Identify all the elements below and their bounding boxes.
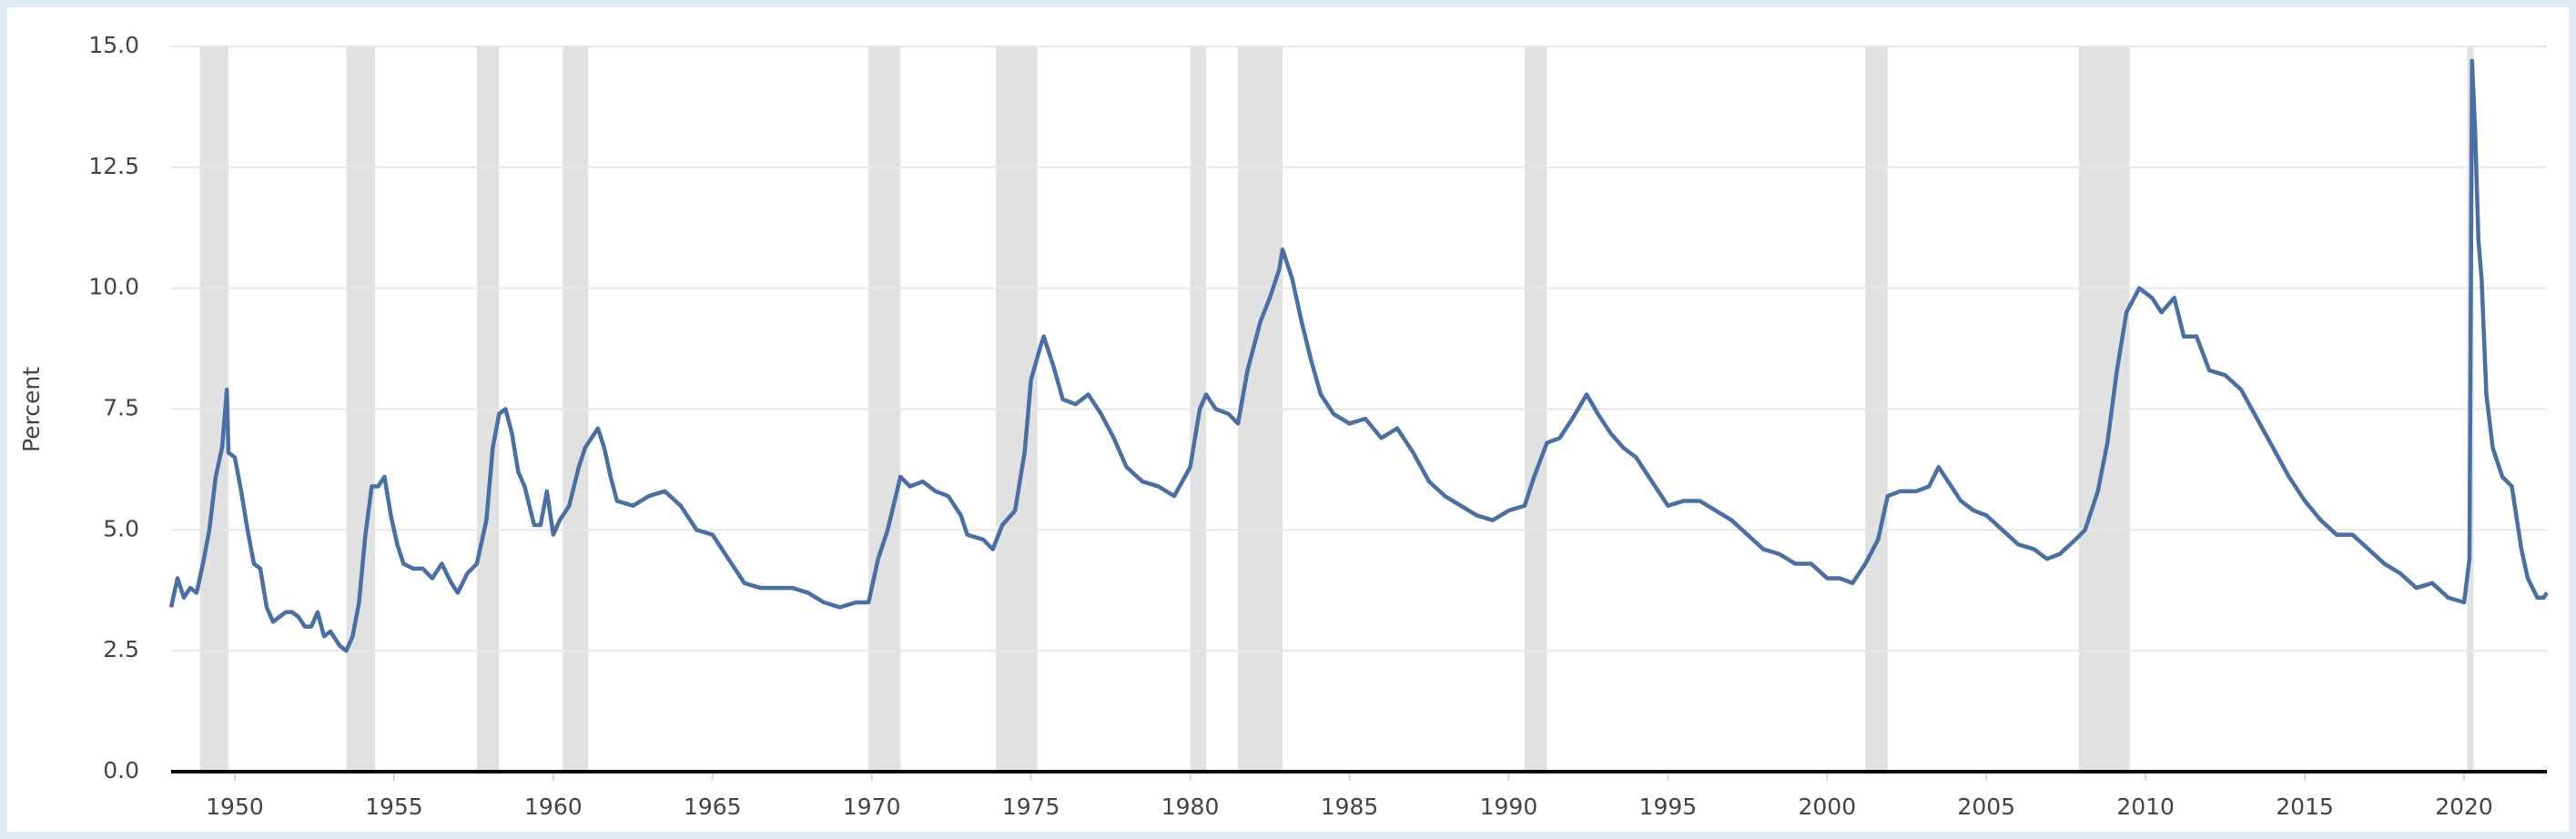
x-tick-label: 1975	[1002, 794, 1060, 820]
y-tick-label: 15.0	[88, 32, 139, 58]
x-tick-label: 1970	[843, 794, 901, 820]
x-tick-label: 2020	[2435, 794, 2493, 820]
x-tick-label: 1950	[206, 794, 264, 820]
x-tick-label: 1995	[1639, 794, 1698, 820]
x-tick-label: 1985	[1321, 794, 1379, 820]
y-tick-label: 5.0	[103, 515, 139, 541]
data-line	[168, 58, 2549, 653]
y-axis-label: Percent	[18, 367, 45, 452]
x-tick-label: 1955	[365, 794, 423, 820]
y-tick-label: 7.5	[103, 395, 139, 421]
y-tick-label: 12.5	[88, 153, 139, 179]
x-tick-label: 2010	[2116, 794, 2175, 820]
x-tick-label: 1960	[524, 794, 583, 820]
x-tick-label: 1965	[684, 794, 742, 820]
x-tick-label: 2005	[1957, 794, 2015, 820]
x-tick-label: 1990	[1480, 794, 1538, 820]
x-tick-label: 2015	[2276, 794, 2334, 820]
y-tick-label: 2.5	[103, 636, 139, 662]
x-tick-label: 2000	[1798, 794, 1856, 820]
chart-background	[7, 7, 2569, 832]
y-tick-label: 10.0	[88, 274, 139, 300]
y-tick-label: 0.0	[103, 757, 139, 783]
x-tick-label: 1980	[1161, 794, 1220, 820]
